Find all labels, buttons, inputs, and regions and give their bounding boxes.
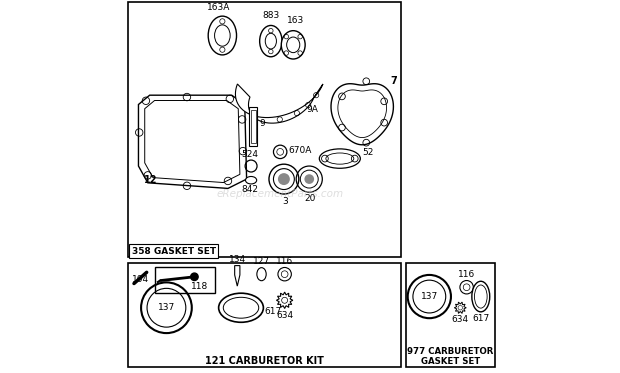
Text: 617: 617 [472,314,489,323]
Ellipse shape [281,31,305,59]
Polygon shape [144,100,240,182]
Text: 7: 7 [390,76,397,86]
Bar [249,107,257,147]
Text: 104: 104 [132,275,149,284]
Text: 883: 883 [262,11,280,20]
Text: 634: 634 [276,311,293,320]
Bar [250,110,256,144]
Text: 20: 20 [304,194,316,203]
Text: 634: 634 [452,315,469,324]
Ellipse shape [474,285,487,308]
Bar [128,263,401,367]
Text: 116: 116 [276,257,293,266]
Text: 137: 137 [421,292,438,301]
Bar [155,267,215,293]
Text: 121 CARBURETOR KIT: 121 CARBURETOR KIT [205,356,324,366]
Text: 617: 617 [264,307,281,316]
Circle shape [278,173,290,185]
Polygon shape [331,84,394,145]
Polygon shape [338,90,386,138]
Ellipse shape [265,33,277,49]
Polygon shape [454,302,466,313]
Ellipse shape [215,25,230,46]
Text: 524: 524 [241,150,259,159]
Text: 127: 127 [253,257,270,266]
Ellipse shape [219,293,264,322]
Text: 116: 116 [458,270,476,279]
Text: 163A: 163A [207,3,230,12]
Text: 9A: 9A [306,105,318,114]
Polygon shape [236,84,323,123]
Ellipse shape [319,149,360,168]
Text: 134: 134 [229,255,246,264]
Text: 163: 163 [286,16,304,25]
Bar [128,2,401,257]
Ellipse shape [472,281,490,312]
Polygon shape [235,266,240,286]
Text: 3: 3 [282,197,288,206]
Ellipse shape [208,16,237,55]
Ellipse shape [257,268,266,281]
Text: 52: 52 [362,148,374,157]
Bar [406,263,495,367]
Circle shape [304,174,314,184]
Ellipse shape [246,176,257,184]
Polygon shape [138,95,247,188]
Text: eReplacementParts.com: eReplacementParts.com [216,189,343,199]
Text: 118: 118 [192,282,208,291]
Text: 137: 137 [158,303,175,312]
Circle shape [191,273,198,280]
Ellipse shape [260,25,282,57]
Ellipse shape [286,37,300,53]
Text: 9: 9 [259,119,265,128]
Text: 977 CARBURETOR
GASKET SET: 977 CARBURETOR GASKET SET [407,347,494,366]
Ellipse shape [326,153,354,164]
Polygon shape [277,292,293,308]
Ellipse shape [223,297,259,318]
Text: 358 GASKET SET: 358 GASKET SET [132,247,216,256]
Text: 12: 12 [144,175,157,185]
Text: 670A: 670A [288,146,312,155]
Text: 842: 842 [241,185,259,194]
